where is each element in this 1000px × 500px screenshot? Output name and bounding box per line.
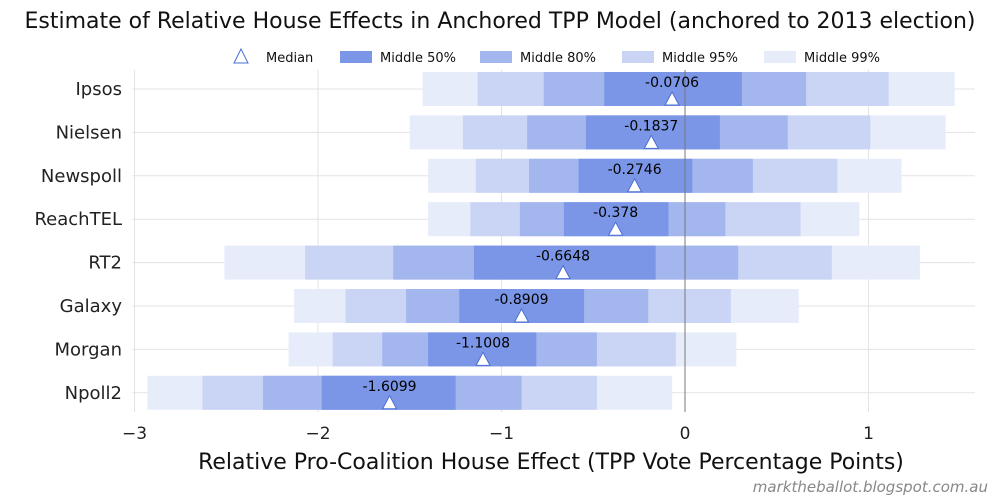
median-markers: -0.0706 -0.1837 -0.2746 -0.378 -0.6648 -0.890… — [363, 75, 699, 410]
y-label-nielsen: Nielsen — [56, 122, 122, 143]
legend-swatch-middle-95 — [622, 51, 654, 63]
x-tick-label: 0 — [680, 424, 691, 444]
y-label-rt2: RT2 — [88, 253, 122, 274]
legend-label-middle-80: Middle 80% — [520, 51, 596, 66]
median-marker-nielsen — [643, 134, 660, 149]
median-marker-reachtel — [607, 221, 624, 236]
chart-title: Estimate of Relative House Effects in An… — [24, 9, 975, 34]
median-marker-morgan — [475, 351, 491, 366]
y-label-morgan: Morgan — [55, 339, 123, 360]
legend-label-middle-50: Middle 50% — [380, 51, 456, 66]
x-tick-label: −2 — [305, 424, 330, 444]
median-marker-npoll2 — [381, 394, 398, 410]
median-value-nielsen: -0.1837 — [624, 118, 678, 134]
y-label-reachtel: ReachTEL — [34, 209, 122, 230]
median-value-ipsos: -0.0706 — [645, 75, 699, 91]
median-marker-galaxy — [513, 307, 530, 323]
median-value-rt2: -0.6648 — [536, 249, 590, 265]
legend-swatch-middle-80 — [480, 51, 512, 63]
x-tick-label: −3 — [122, 424, 147, 444]
median-value-newspoll: -0.2746 — [608, 162, 662, 178]
interval-bars — [147, 72, 955, 410]
median-marker-ipsos — [664, 90, 680, 106]
x-tick-label: −1 — [489, 424, 514, 444]
x-axis-label: Relative Pro-Coalition House Effect (TPP… — [198, 450, 904, 475]
legend-label-middle-95: Middle 95% — [662, 51, 738, 66]
x-tick-label: 1 — [863, 424, 874, 444]
legend-label-median: Median — [266, 51, 313, 66]
credit-text: marktheballot.blogspot.com.au — [753, 478, 988, 496]
legend-label-middle-99: Middle 99% — [804, 51, 880, 66]
median-value-galaxy: -0.8909 — [494, 292, 548, 308]
x-axis-ticks: −3 −2 −1 0 1 — [122, 424, 874, 444]
legend-swatch-middle-99 — [764, 51, 796, 63]
median-value-morgan: -1.1008 — [456, 335, 510, 351]
median-value-reachtel: -0.378 — [593, 205, 638, 221]
y-axis-labels: Ipsos Nielsen Newspoll ReachTEL RT2 Galaxy Mor… — [34, 79, 122, 404]
legend-median-marker — [233, 47, 249, 64]
median-marker-newspoll — [626, 177, 643, 193]
median-value-npoll2: -1.6099 — [363, 379, 417, 395]
y-label-galaxy: Galaxy — [60, 296, 123, 317]
y-label-ipsos: Ipsos — [75, 79, 122, 100]
legend-swatch-middle-50 — [340, 51, 372, 63]
y-label-newspoll: Newspoll — [41, 166, 122, 187]
median-marker-rt2 — [555, 264, 571, 280]
y-label-npoll2: Npoll2 — [65, 383, 122, 404]
legend: Median Middle 50% Middle 80% Middle 95% … — [233, 47, 880, 66]
